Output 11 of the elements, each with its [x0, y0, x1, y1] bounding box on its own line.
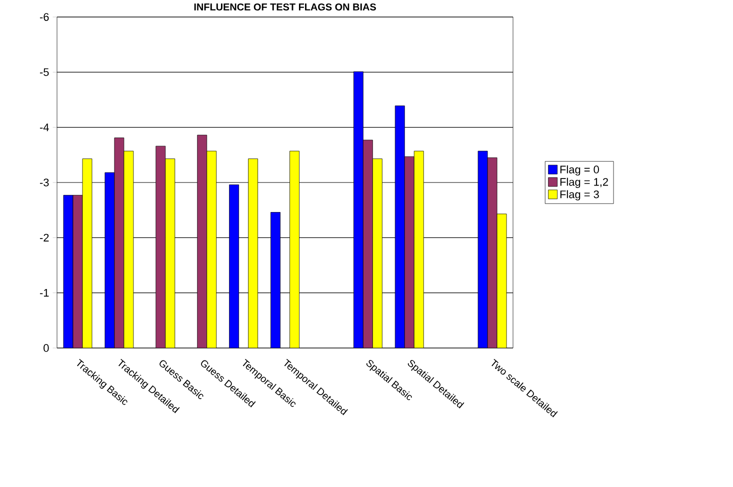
y-tick-label: -4 [40, 124, 49, 132]
legend-label: Flag = 3 [560, 190, 599, 200]
chart-title: INFLUENCE OF TEST FLAGS ON BIAS [194, 3, 376, 10]
y-tick-label: -3 [40, 178, 49, 186]
y-tick-label: -2 [40, 234, 49, 242]
y-tick-label: -6 [40, 13, 49, 21]
y-tick-label: -1 [40, 289, 49, 297]
y-tick-label: -5 [40, 68, 49, 76]
y-tick-label: 0 [44, 344, 49, 352]
legend-label: Flag = 1,2 [560, 178, 608, 188]
legend-label: Flag = 0 [560, 165, 599, 176]
